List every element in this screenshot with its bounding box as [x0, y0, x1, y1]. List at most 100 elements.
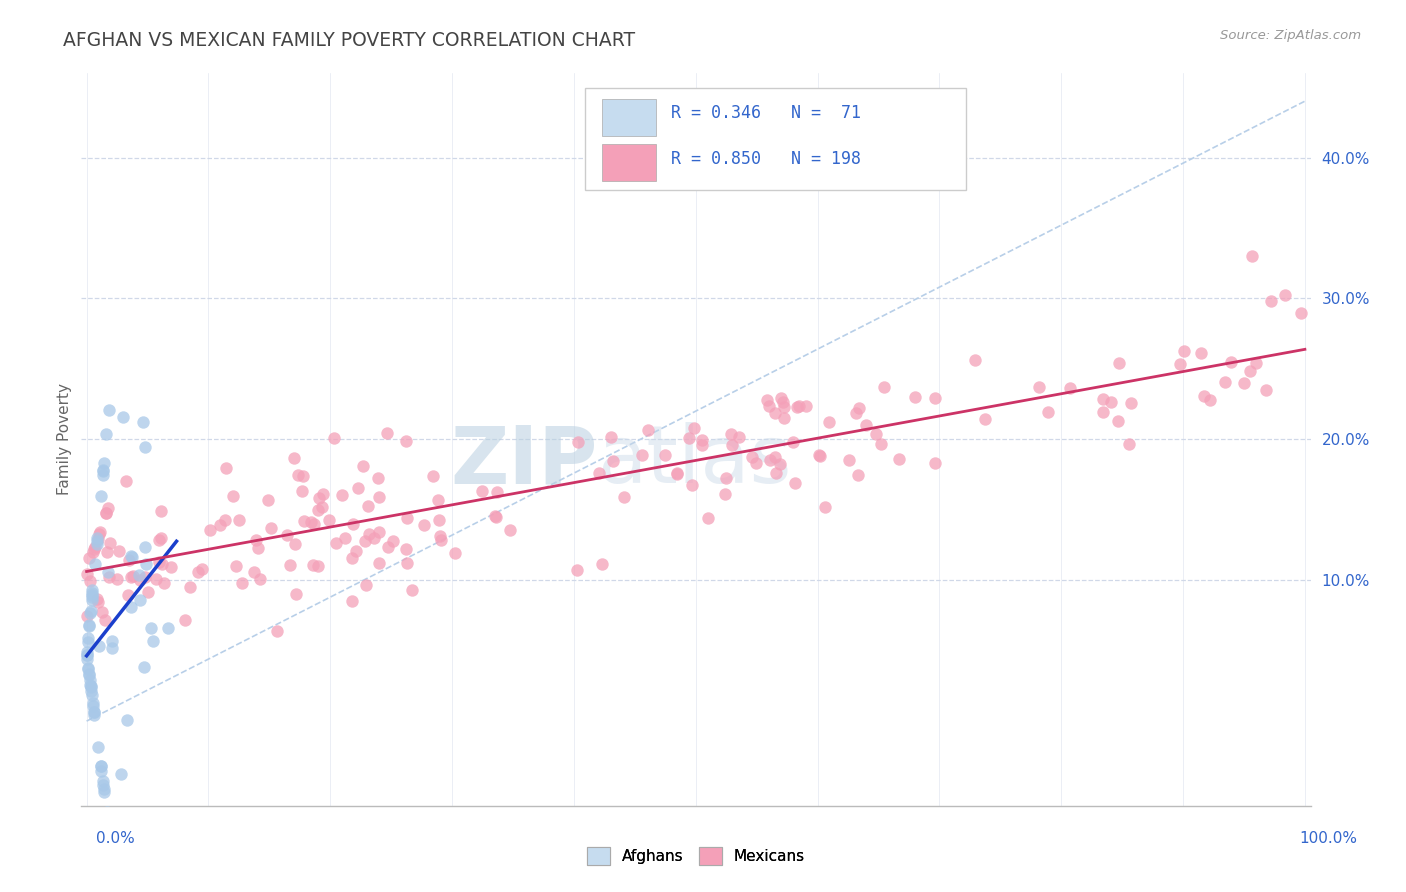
- Point: [665, 466, 688, 480]
- Point: [814, 500, 837, 515]
- Point: [1233, 376, 1256, 390]
- Point: [889, 452, 911, 467]
- Point: [76, 648, 98, 662]
- Point: [307, 503, 329, 517]
- Point: [90, 758, 112, 772]
- FancyBboxPatch shape: [585, 87, 966, 190]
- Point: [591, 558, 613, 572]
- Point: [191, 562, 214, 576]
- Point: [1254, 383, 1277, 397]
- Point: [346, 543, 368, 558]
- Point: [96, 427, 118, 442]
- Point: [110, 767, 132, 781]
- Point: [97, 570, 120, 584]
- Point: [1291, 306, 1313, 320]
- Point: [377, 540, 399, 554]
- Point: [471, 484, 494, 499]
- Point: [924, 392, 946, 406]
- Point: [808, 449, 831, 463]
- Point: [499, 524, 522, 538]
- Point: [284, 587, 307, 601]
- Point: [276, 528, 298, 542]
- Point: [308, 491, 330, 506]
- Point: [1244, 356, 1267, 370]
- Point: [77, 668, 100, 682]
- Point: [228, 513, 250, 527]
- Point: [602, 454, 624, 468]
- Point: [89, 527, 111, 541]
- Point: [208, 517, 231, 532]
- Point: [135, 557, 157, 571]
- Point: [1092, 405, 1115, 419]
- Point: [77, 551, 100, 566]
- Point: [86, 592, 108, 607]
- Point: [311, 500, 333, 514]
- Point: [96, 805, 118, 820]
- Point: [87, 739, 110, 754]
- Point: [846, 468, 869, 483]
- Point: [76, 634, 98, 648]
- Point: [330, 488, 353, 502]
- Point: [97, 403, 120, 417]
- Point: [637, 423, 659, 437]
- Point: [772, 411, 794, 425]
- Point: [108, 544, 131, 558]
- Point: [121, 569, 143, 583]
- Point: [697, 511, 720, 525]
- Point: [808, 448, 831, 462]
- Point: [299, 516, 322, 530]
- Point: [782, 435, 804, 450]
- Point: [872, 380, 894, 394]
- Point: [82, 545, 104, 559]
- Point: [367, 525, 389, 540]
- Point: [427, 513, 450, 527]
- Point: [79, 679, 101, 693]
- Point: [257, 493, 280, 508]
- Point: [973, 412, 995, 426]
- Point: [150, 504, 173, 518]
- Point: [1107, 414, 1129, 428]
- Point: [444, 546, 467, 560]
- Point: [681, 478, 703, 492]
- Point: [755, 392, 778, 407]
- Point: [413, 518, 436, 533]
- Point: [758, 399, 780, 413]
- Point: [1119, 396, 1142, 410]
- Point: [134, 570, 156, 584]
- Point: [1274, 288, 1296, 302]
- Point: [214, 513, 236, 527]
- Point: [79, 678, 101, 692]
- Point: [79, 607, 101, 621]
- Point: [82, 586, 104, 600]
- Point: [356, 578, 378, 592]
- Point: [91, 464, 114, 478]
- Point: [142, 633, 165, 648]
- Point: [292, 469, 315, 483]
- Point: [367, 471, 389, 485]
- Point: [225, 558, 247, 573]
- Text: AFGHAN VS MEXICAN FAMILY POVERTY CORRELATION CHART: AFGHAN VS MEXICAN FAMILY POVERTY CORRELA…: [63, 31, 636, 50]
- Point: [101, 640, 124, 655]
- Point: [89, 525, 111, 540]
- Point: [1118, 437, 1140, 451]
- Point: [83, 706, 105, 720]
- Point: [1059, 381, 1081, 395]
- Point: [342, 593, 364, 607]
- Point: [745, 456, 768, 470]
- Text: Source: ZipAtlas.com: Source: ZipAtlas.com: [1220, 29, 1361, 42]
- Point: [97, 500, 120, 515]
- Point: [266, 624, 288, 638]
- Point: [77, 619, 100, 633]
- Point: [682, 421, 704, 435]
- Point: [121, 549, 143, 564]
- Point: [307, 559, 329, 574]
- Point: [690, 433, 713, 447]
- Text: R = 0.850   N = 198: R = 0.850 N = 198: [671, 150, 860, 168]
- Point: [728, 430, 751, 444]
- Point: [772, 395, 794, 409]
- Point: [342, 517, 364, 532]
- Point: [588, 467, 610, 481]
- Point: [83, 705, 105, 719]
- Point: [302, 516, 325, 531]
- Point: [90, 489, 112, 503]
